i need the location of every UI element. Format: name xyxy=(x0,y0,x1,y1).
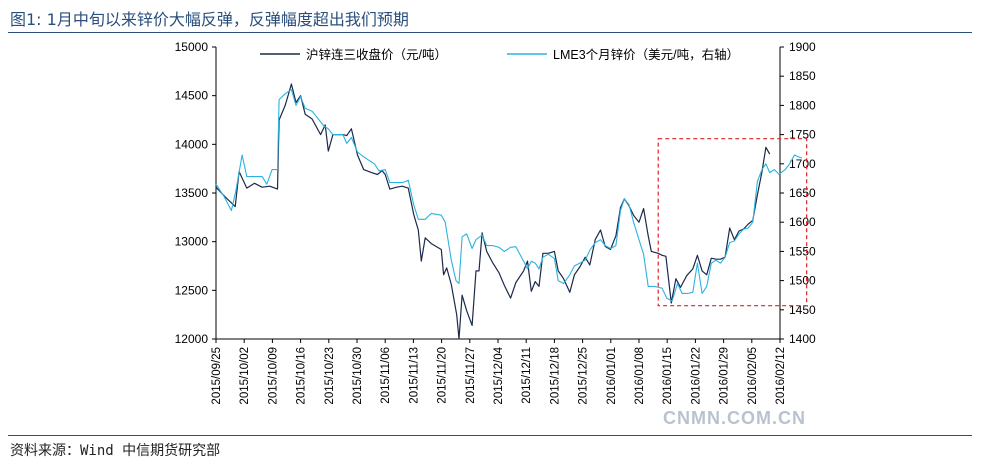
y-right-tick-label: 1850 xyxy=(789,69,816,83)
y-right-tick-label: 1600 xyxy=(789,215,816,229)
x-tick-label: 2016/01/22 xyxy=(690,347,702,405)
series-line-lme xyxy=(215,89,803,302)
source-divider xyxy=(8,435,972,436)
y-right-tick-label: 1450 xyxy=(789,303,816,317)
source-note: 资料来源：Wind 中信期货研究部 xyxy=(10,443,221,459)
x-tick-label: 2015/10/30 xyxy=(352,347,364,405)
x-tick-label: 2016/01/15 xyxy=(662,347,674,405)
series-layer xyxy=(215,83,803,340)
x-tick-label: 2016/02/12 xyxy=(775,347,787,405)
y-left-tick-label: 15000 xyxy=(175,40,209,54)
y-right-tick-label: 1800 xyxy=(789,98,816,112)
y-right-tick-label: 1650 xyxy=(789,186,816,200)
x-tick-label: 2016/01/01 xyxy=(606,347,618,405)
y-right-tick-label: 1550 xyxy=(789,244,816,258)
legend-label: 沪锌连三收盘价（元/吨） xyxy=(306,47,447,62)
highlight-box xyxy=(657,138,808,307)
y-left-tick-label: 13000 xyxy=(175,235,209,249)
x-tick-label: 2016/02/05 xyxy=(747,347,759,405)
watermark: CNMN.COM.CN xyxy=(663,408,806,428)
title-divider xyxy=(8,32,972,33)
x-tick-label: 2015/12/04 xyxy=(493,346,505,404)
x-tick-label: 2016/01/08 xyxy=(634,347,646,405)
x-tick-label: 2015/10/09 xyxy=(267,347,279,405)
legend-label: LME3个月锌价（美元/吨，右轴） xyxy=(553,47,739,62)
x-tick-label: 2015/11/27 xyxy=(465,347,477,404)
y-right-tick-label: 1500 xyxy=(789,274,816,288)
x-tick-label: 2015/10/23 xyxy=(324,347,336,405)
y-right-tick-label: 1750 xyxy=(789,128,816,142)
x-tick-label: 2015/11/20 xyxy=(437,347,449,404)
chart-title: 图1: 1月中旬以来锌价大幅反弹，反弹幅度超出我们预期 xyxy=(10,10,409,29)
x-tick-label: 2015/12/25 xyxy=(578,347,590,405)
y-right-tick-label: 1700 xyxy=(789,157,816,171)
x-tick-label: 2015/12/11 xyxy=(521,347,533,404)
series-line-shfe xyxy=(215,83,771,340)
legend: 沪锌连三收盘价（元/吨） LME3个月锌价（美元/吨，右轴） xyxy=(260,47,739,62)
x-tick-label: 2016/01/29 xyxy=(719,347,731,405)
y-left-tick-label: 12000 xyxy=(175,332,209,346)
x-tick-label: 2015/10/02 xyxy=(239,347,251,405)
x-tick-label: 2015/10/16 xyxy=(296,347,308,405)
y-left-tick-label: 14500 xyxy=(175,89,209,103)
y-left-tick-label: 13500 xyxy=(175,186,209,200)
x-tick-label: 2015/11/06 xyxy=(380,347,392,404)
x-tick-label: 2015/11/13 xyxy=(408,347,420,404)
axes-layer: 12000 12500 13000 13500 14000 14500 15000 1400 1… xyxy=(175,40,816,405)
x-tick-label: 2015/09/25 xyxy=(211,347,223,405)
x-tick-label: 2015/12/18 xyxy=(549,347,561,405)
y-right-tick-label: 1400 xyxy=(789,332,816,346)
y-left-tick-label: 12500 xyxy=(175,283,209,297)
annotation-layer xyxy=(657,138,808,307)
y-left-tick-label: 14000 xyxy=(175,137,209,151)
y-right-tick-label: 1900 xyxy=(789,40,816,54)
